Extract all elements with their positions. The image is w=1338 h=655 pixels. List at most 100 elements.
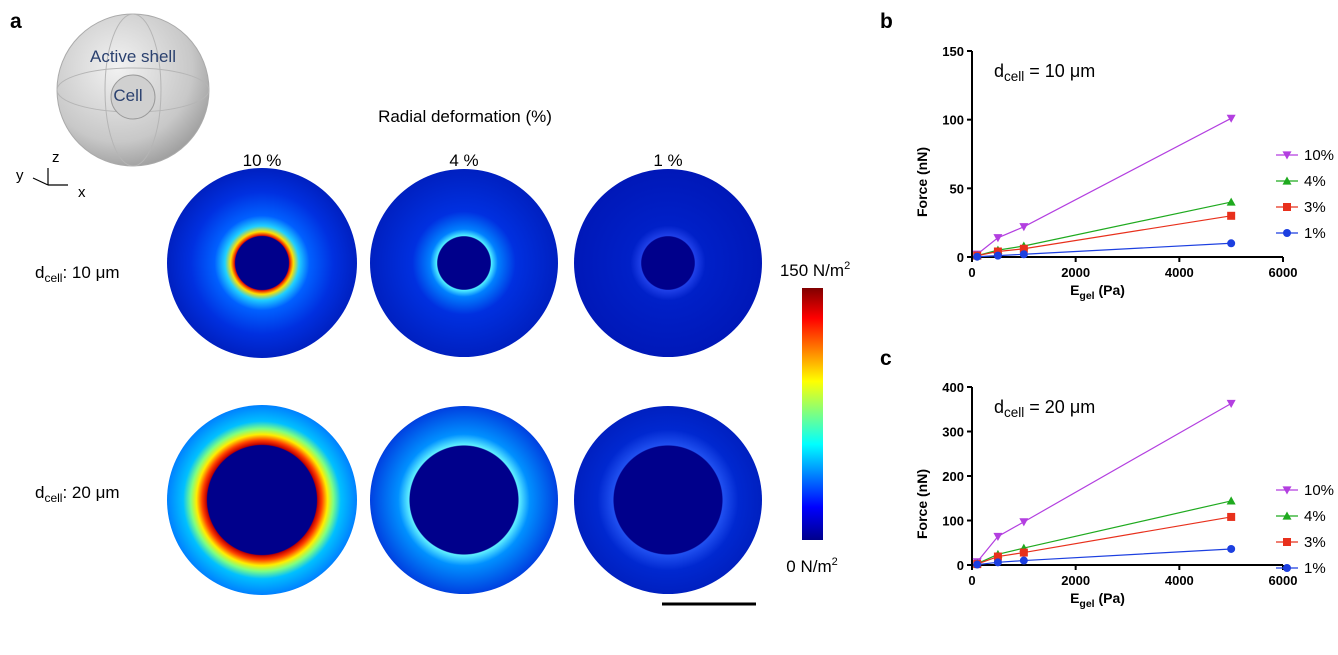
marker (993, 251, 1002, 260)
text-part: gel (1079, 290, 1094, 302)
y-tick-label: 300 (942, 425, 964, 440)
text-part: gel (1079, 598, 1094, 610)
series-line (976, 117, 1232, 255)
text-part: E (1070, 282, 1079, 298)
x-tick-label: 0 (968, 265, 975, 280)
text-part: cell (1004, 69, 1024, 84)
x-axis-label: Egel (Pa) (1070, 282, 1125, 302)
axis-icon-label: z (52, 149, 60, 166)
column-label: 1 % (653, 151, 682, 170)
marker (1283, 538, 1291, 546)
marker (1019, 223, 1029, 232)
panel-label: c (880, 347, 892, 370)
series-line (977, 548, 1232, 566)
marker (1226, 114, 1236, 123)
series-line (976, 500, 1232, 565)
panel-label: a (10, 10, 22, 33)
sphere-label: Active shell (90, 47, 176, 66)
legend-label: 4% (1304, 173, 1326, 190)
legend-label: 10% (1304, 482, 1334, 499)
marker (1227, 211, 1236, 220)
axis-icon-label: x (78, 184, 86, 201)
text-part: d (994, 61, 1004, 81)
text-part: E (1070, 590, 1079, 606)
y-tick-label: 50 (950, 181, 964, 196)
marker (1227, 239, 1236, 248)
column-label: 10 % (243, 151, 282, 170)
marker (1019, 518, 1029, 527)
text-part: = 10 μm (1024, 61, 1095, 81)
axis-icon-label: y (16, 167, 24, 184)
marker (1226, 197, 1236, 206)
marker (1283, 203, 1291, 211)
marker (1283, 564, 1291, 572)
column-label: 4 % (449, 151, 478, 170)
text-part: = 20 μm (1024, 397, 1095, 417)
x-tick-label: 0 (968, 573, 975, 588)
marker (1283, 229, 1291, 237)
sphere (56, 13, 210, 167)
text-part: (Pa) (1095, 590, 1125, 606)
marker (1282, 151, 1292, 160)
colorbar-min: 0 N/m2 (786, 556, 837, 576)
y-tick-label: 400 (942, 380, 964, 395)
column-title: Radial deformation (%) (378, 107, 552, 126)
marker (1019, 556, 1028, 565)
panel-label: b (880, 10, 893, 33)
marker (1226, 496, 1236, 505)
series-line (977, 201, 1232, 257)
y-tick-label: 200 (942, 469, 964, 484)
legend-label: 10% (1304, 147, 1334, 164)
legend-label: 3% (1304, 534, 1326, 551)
marker (1227, 512, 1236, 521)
sphere-label: Cell (113, 86, 142, 105)
text-part: cell (1004, 405, 1024, 420)
heatmaps (167, 168, 762, 595)
colorbar (802, 288, 823, 540)
x-tick-label: 4000 (1165, 573, 1194, 588)
marker (993, 234, 1003, 243)
marker (993, 532, 1003, 542)
marker (1282, 486, 1292, 495)
y-axis-label: Force (nN) (914, 147, 930, 217)
x-tick-label: 6000 (1269, 573, 1298, 588)
marker (1227, 544, 1236, 553)
y-axis-label: Force (nN) (914, 469, 930, 539)
x-tick-label: 2000 (1061, 265, 1090, 280)
y-tick-label: 0 (957, 250, 964, 265)
x-tick-label: 6000 (1269, 265, 1298, 280)
x-tick-label: 2000 (1061, 573, 1090, 588)
marker (973, 560, 982, 569)
marker (1282, 176, 1292, 185)
marker (993, 558, 1002, 567)
colorbar-max: 150 N/m2 (780, 260, 850, 280)
series-line (977, 242, 1232, 258)
text-part: (Pa) (1095, 282, 1125, 298)
y-tick-label: 100 (942, 514, 964, 529)
y-tick-label: 100 (942, 113, 964, 128)
text-part: d (994, 397, 1004, 417)
y-tick-label: 0 (957, 558, 964, 573)
marker (1282, 511, 1292, 520)
axes-icon (32, 168, 68, 186)
y-tick-label: 150 (942, 44, 964, 59)
series-line (976, 516, 1232, 565)
row-label: dcell: 10 μm (35, 263, 120, 285)
series-line (976, 402, 1232, 563)
marker (1019, 244, 1028, 253)
legend-label: 4% (1304, 508, 1326, 525)
marker (973, 252, 982, 261)
marker (1019, 250, 1028, 259)
marker (993, 552, 1002, 561)
marker (1019, 548, 1028, 557)
series-line (977, 215, 1232, 257)
legend-label: 1% (1304, 560, 1326, 577)
legend-label: 1% (1304, 225, 1326, 242)
marker (1226, 399, 1236, 408)
annotation: dcell = 20 μm (994, 397, 1095, 420)
row-label: dcell: 20 μm (35, 483, 120, 505)
x-tick-label: 4000 (1165, 265, 1194, 280)
x-axis-label: Egel (Pa) (1070, 590, 1125, 610)
annotation: dcell = 10 μm (994, 61, 1095, 84)
